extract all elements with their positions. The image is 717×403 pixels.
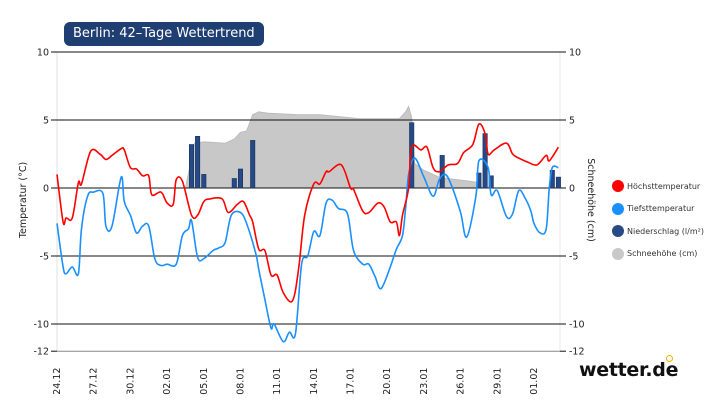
y2-tick-label: -12	[569, 347, 585, 358]
y-axis-title: Temperatur (°C)	[18, 162, 29, 239]
wetter-de-logo: wetter.de	[579, 359, 679, 381]
legend-label: Schneehöhe (cm)	[627, 249, 698, 259]
x-tick-label: 08.01	[236, 368, 247, 395]
y-tick-label: -5	[40, 252, 49, 263]
y-tick-label: 0	[43, 184, 49, 195]
legend-item-max[interactable]: Höchsttemperatur	[612, 175, 704, 198]
legend: Höchsttemperatur Tiefsttemperatur Nieder…	[612, 175, 704, 265]
legend-dot-gray-icon	[612, 247, 624, 260]
precipitation-bar	[231, 178, 237, 189]
x-tick-label: 29.01	[492, 368, 503, 395]
legend-dot-navy-icon	[612, 225, 624, 238]
y2-axis-title: Schneehöhe (cm)	[585, 158, 596, 242]
min-temperature-line	[56, 157, 559, 343]
x-tick-label: 24.12	[52, 368, 63, 395]
y2-tick-label: 0	[569, 184, 575, 195]
snow-depth-area	[184, 105, 483, 189]
legend-label: Tiefsttemperatur	[627, 204, 695, 214]
max-temperature-line	[56, 122, 560, 303]
x-tick-label: 26.01	[456, 368, 467, 395]
legend-dot-red-icon	[612, 180, 624, 193]
y2-tick-label: -5	[569, 252, 578, 263]
legend-label: Niederschlag (l/m²)	[627, 226, 704, 236]
x-tick-label: 20.01	[382, 368, 393, 395]
precipitation-bar	[555, 176, 561, 189]
precipitation-bar	[250, 140, 256, 189]
x-tick-label: 17.01	[346, 368, 357, 395]
precipitation-bar	[238, 168, 244, 189]
y2-tick-label: 10	[569, 48, 581, 59]
precipitation-bar	[195, 136, 201, 189]
precipitation-bar	[409, 122, 415, 189]
legend-dot-blue-icon	[612, 202, 624, 215]
x-tick-label: 14.01	[309, 368, 320, 395]
legend-label: Höchsttemperatur	[627, 181, 701, 191]
x-tick-label: 23.01	[419, 368, 430, 395]
legend-item-min[interactable]: Tiefsttemperatur	[612, 198, 704, 221]
y2-tick-label: -10	[569, 320, 585, 331]
y-tick-label: 5	[43, 116, 49, 127]
x-tick-label: 01.02	[529, 368, 540, 395]
x-tick-label: 11.01	[272, 368, 283, 395]
y-tick-label: -10	[33, 320, 49, 331]
precipitation-bar	[189, 144, 195, 189]
y-tick-label: -12	[33, 347, 49, 358]
legend-item-snow[interactable]: Schneehöhe (cm)	[612, 243, 704, 266]
x-tick-label: 02.01	[162, 368, 173, 395]
x-tick-label: 05.01	[199, 368, 210, 395]
x-tick-label: 30.12	[125, 368, 136, 395]
precipitation-bar	[201, 174, 207, 189]
y2-tick-label: 5	[569, 116, 575, 127]
x-tick-label: 27.12	[89, 368, 100, 395]
logo-dot-icon	[666, 355, 673, 362]
y-tick-label: 10	[37, 48, 49, 59]
legend-item-precip[interactable]: Niederschlag (l/m²)	[612, 220, 704, 243]
chart-title: Berlin: 42–Tage Wettertrend	[64, 22, 264, 46]
